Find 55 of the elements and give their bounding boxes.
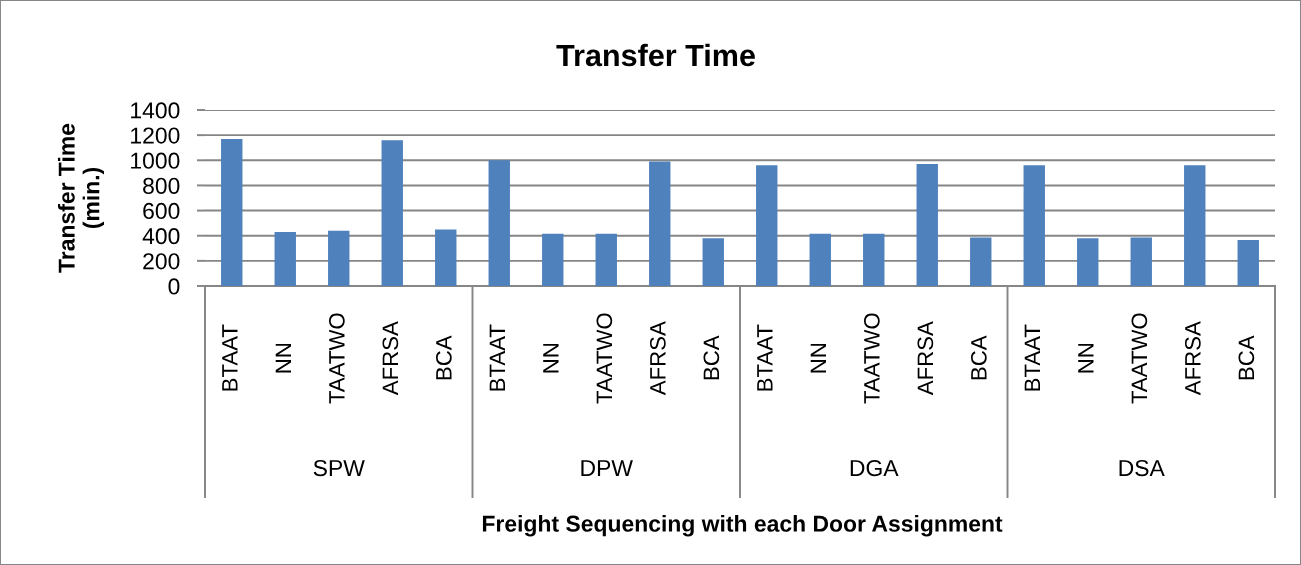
bar xyxy=(809,233,831,286)
bar xyxy=(1023,165,1045,286)
x-tick-label: AFRSA xyxy=(382,321,399,396)
bar xyxy=(595,233,617,286)
y-tick-label: 1200 xyxy=(131,127,180,144)
y-axis-title: Transfer Time (min.) xyxy=(57,123,104,273)
x-tick-label: BCA xyxy=(1238,335,1255,380)
y-tick-label: 400 xyxy=(142,228,180,245)
bar xyxy=(328,230,350,286)
x-axis-title: Freight Sequencing with each Door Assignment xyxy=(482,515,1003,537)
y-tick-label: 800 xyxy=(143,177,180,194)
y-tick-label: 0 xyxy=(168,278,180,295)
x-tick-label: TAATWO xyxy=(596,313,613,404)
bar xyxy=(381,140,403,286)
x-tick-label: BTAAT xyxy=(757,324,773,391)
x-tick-label: AFRSA xyxy=(917,321,934,396)
x-tick-label: NN xyxy=(275,343,291,373)
x-tick-label: BCA xyxy=(435,335,452,380)
bar xyxy=(970,237,992,286)
bar xyxy=(916,164,938,286)
bar xyxy=(702,238,724,286)
x-tick-label: TAATWO xyxy=(328,313,345,404)
y-tick-label: 1400 xyxy=(131,102,180,119)
x-tick-label: BCA xyxy=(703,335,720,380)
y-tick-label: 200 xyxy=(143,253,180,270)
x-tick-label: BCA xyxy=(970,335,987,380)
bar xyxy=(863,233,885,286)
y-tick-label: 1000 xyxy=(131,152,180,169)
bar xyxy=(1077,238,1099,286)
bar xyxy=(221,138,243,286)
text: DPW xyxy=(581,460,633,476)
x-tick-label: NN xyxy=(543,343,559,373)
bar xyxy=(1184,165,1206,286)
x-tick-label: BTAAT xyxy=(1024,324,1040,391)
bar xyxy=(649,161,671,286)
x-tick-label: AFRSA xyxy=(649,321,666,396)
x-tick-label: BTAAT xyxy=(222,324,238,391)
bar xyxy=(1237,240,1259,286)
x-tick-label: AFRSA xyxy=(1184,321,1201,396)
bar xyxy=(488,160,510,286)
x-tick-label: NN xyxy=(1078,343,1094,373)
bar xyxy=(542,233,564,286)
x-tick-label: TAATWO xyxy=(863,313,880,404)
chart-title: Transfer Time xyxy=(556,43,755,67)
bar xyxy=(435,229,457,286)
text: DGA xyxy=(850,459,899,477)
bar xyxy=(756,165,778,286)
text: DSA xyxy=(1119,459,1165,477)
text: SPW xyxy=(313,459,365,477)
x-tick-label: NN xyxy=(810,343,826,373)
x-tick-label: TAATWO xyxy=(1131,313,1148,404)
y-tick-label: 600 xyxy=(143,202,180,220)
bar xyxy=(1130,237,1152,286)
x-tick-label: BTAAT xyxy=(489,324,505,391)
bar xyxy=(274,231,296,286)
